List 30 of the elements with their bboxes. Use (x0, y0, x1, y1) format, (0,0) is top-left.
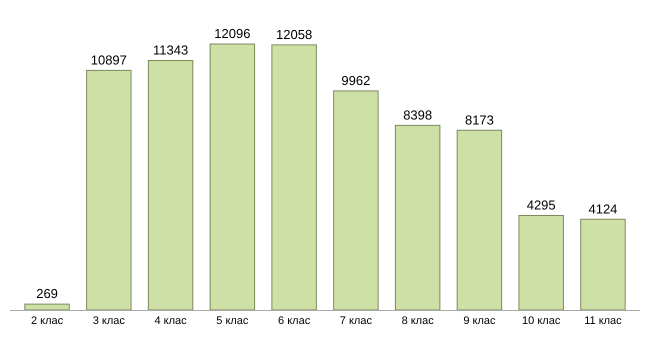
bar (580, 218, 626, 310)
bar (394, 124, 440, 310)
x-tick-label: 11 клас (584, 315, 622, 328)
x-tick-label: 10 клас (522, 315, 561, 328)
bar (271, 44, 317, 310)
x-tick-label: 4 клас (154, 315, 188, 328)
x-tick-label: 5 клас (216, 315, 249, 328)
bar (333, 90, 379, 310)
bar (86, 70, 132, 310)
data-label: 9962 (341, 72, 370, 88)
data-label: 8398 (403, 107, 432, 122)
bar (210, 44, 256, 310)
bar (456, 130, 502, 310)
bar (148, 60, 194, 310)
data-label: 269 (36, 286, 58, 302)
data-label: 11343 (152, 42, 188, 58)
bar (24, 304, 70, 310)
x-tick-label: 2 клас (30, 315, 64, 328)
x-tick-label: 3 клас (92, 315, 126, 328)
x-tick-label: 8 клас (402, 315, 434, 328)
x-tick-label: 6 клас (278, 315, 311, 328)
bar (518, 215, 564, 310)
x-tick-label: 7 клас (340, 315, 372, 328)
data-label: 4124 (588, 201, 618, 216)
x-tick-label: 9 клас (463, 315, 496, 328)
data-label: 4295 (526, 198, 556, 213)
data-label: 10897 (90, 52, 127, 68)
data-label: 12058 (276, 26, 312, 42)
data-label: 12096 (214, 26, 250, 41)
data-label: 8173 (464, 112, 494, 128)
